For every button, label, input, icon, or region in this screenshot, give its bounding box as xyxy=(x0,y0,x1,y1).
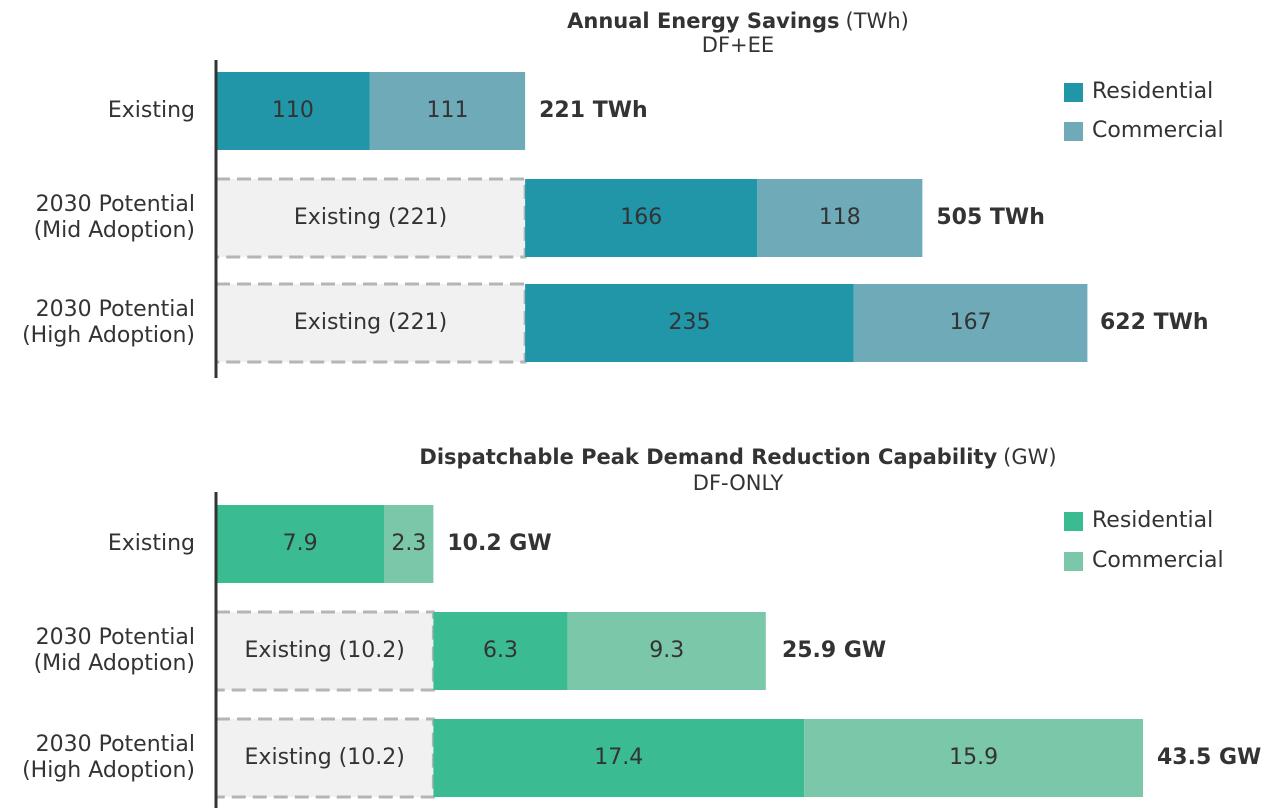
bar-segment xyxy=(757,179,923,257)
legend-swatch xyxy=(1064,83,1083,102)
legend-label: Residential xyxy=(1092,508,1213,533)
existing-segment xyxy=(214,177,527,259)
legend-label: Commercial xyxy=(1092,548,1224,573)
legend-label: Residential xyxy=(1092,79,1213,104)
category-line: (High Adoption) xyxy=(22,323,195,348)
total-label: 43.5 GW xyxy=(1157,745,1261,770)
category-label: Existing xyxy=(108,531,195,556)
category-line: (High Adoption) xyxy=(22,758,195,783)
category-line: 2030 Potential xyxy=(36,625,195,650)
segment-label: 166 xyxy=(620,205,662,230)
segment-label: 7.9 xyxy=(283,531,318,556)
segment-label: 15.9 xyxy=(949,745,998,770)
segment-label: 6.3 xyxy=(483,638,518,663)
legend-swatch xyxy=(1064,552,1083,571)
legend-swatch xyxy=(1064,122,1083,141)
title-unit: (GW) xyxy=(1003,445,1056,469)
bar-segment xyxy=(433,612,568,690)
bar-segment xyxy=(216,505,385,583)
existing-segment xyxy=(214,282,527,364)
segment-label: 9.3 xyxy=(649,638,684,663)
segment-label: Existing (10.2) xyxy=(245,745,405,770)
bar-segment xyxy=(804,719,1143,797)
segment-label: 17.4 xyxy=(594,745,643,770)
segment-label: Existing (10.2) xyxy=(245,638,405,663)
segment-label: 2.3 xyxy=(391,531,426,556)
category-label: 2030 Potential (High Adoption) xyxy=(22,297,195,348)
segment-label: Existing (221) xyxy=(294,205,447,230)
bar-segment xyxy=(525,179,758,257)
chart-title: Annual Energy Savings (TWh) xyxy=(567,9,909,33)
title-main: Annual Energy Savings xyxy=(567,9,839,33)
bar-segment xyxy=(853,284,1088,362)
legend-swatch xyxy=(1064,512,1083,531)
segment-label: 118 xyxy=(819,205,861,230)
segment-label: Existing (221) xyxy=(294,310,447,335)
category-label: 2030 Potential (Mid Adoption) xyxy=(34,192,195,243)
legend-label: Commercial xyxy=(1092,118,1224,143)
bar-segment xyxy=(216,72,370,150)
total-label: 221 TWh xyxy=(539,98,648,123)
category-line: 2030 Potential xyxy=(36,732,195,757)
bar-segment xyxy=(433,719,805,797)
bar-segment xyxy=(525,284,854,362)
bar-segment xyxy=(369,72,526,150)
category-line: 2030 Potential xyxy=(36,192,195,217)
chart-subtitle: DF-ONLY xyxy=(693,471,784,495)
total-label: 10.2 GW xyxy=(447,531,551,556)
total-label: 25.9 GW xyxy=(782,638,886,663)
chart-title: Dispatchable Peak Demand Reduction Capab… xyxy=(419,445,1056,469)
category-label: Existing xyxy=(108,98,195,123)
category-line: 2030 Potential xyxy=(36,297,195,322)
segment-label: 111 xyxy=(426,98,468,123)
category-line: (Mid Adoption) xyxy=(34,651,195,676)
total-label: 622 TWh xyxy=(1100,310,1209,335)
category-line: (Mid Adoption) xyxy=(34,218,195,243)
segment-label: 167 xyxy=(950,310,992,335)
segment-label: 235 xyxy=(668,310,710,335)
bar-segment xyxy=(567,612,766,690)
segment-label: 110 xyxy=(272,98,314,123)
chart-subtitle: DF+EE xyxy=(702,33,774,57)
bar-segment xyxy=(384,505,434,583)
title-unit: (TWh) xyxy=(846,9,909,33)
category-label: 2030 Potential (High Adoption) xyxy=(22,732,195,783)
category-label: 2030 Potential (Mid Adoption) xyxy=(34,625,195,676)
title-main: Dispatchable Peak Demand Reduction Capab… xyxy=(419,445,997,469)
total-label: 505 TWh xyxy=(936,205,1045,230)
